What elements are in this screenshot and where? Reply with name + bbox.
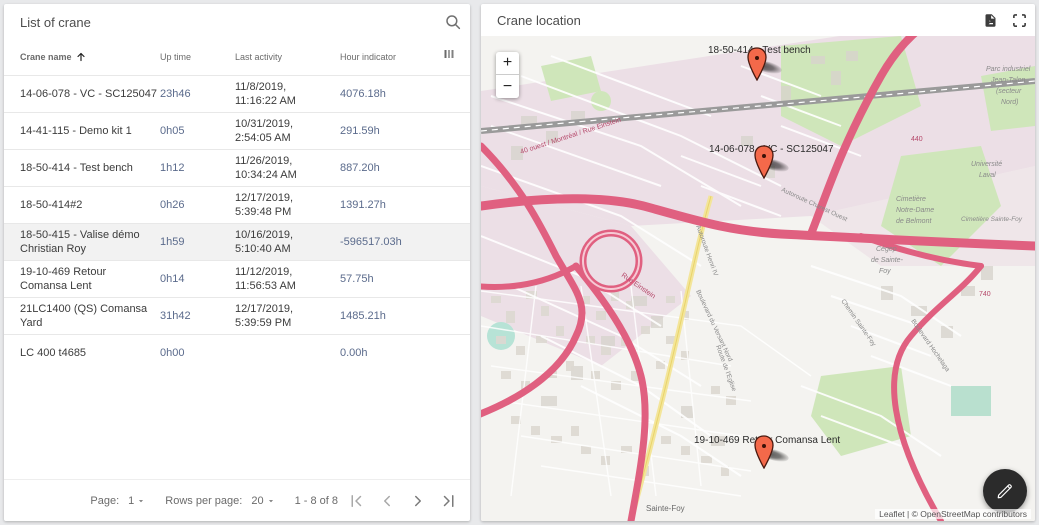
svg-text:Cimetière Sainte-Foy: Cimetière Sainte-Foy [961,216,1023,223]
svg-text:de Sainte-: de Sainte- [871,257,904,264]
svg-text:Notre-Dame: Notre-Dame [896,207,934,214]
svg-text:Jean-Talon: Jean-Talon [990,77,1025,84]
svg-text:Cimetière: Cimetière [896,196,926,203]
svg-text:Foy: Foy [879,268,891,275]
svg-text:740: 740 [979,291,991,298]
svg-text:Sainte-Foy: Sainte-Foy [646,504,685,513]
svg-text:440: 440 [911,136,923,143]
svg-text:Nord): Nord) [1001,99,1019,106]
svg-text:de Belmont: de Belmont [896,218,932,225]
svg-text:Laval: Laval [979,172,996,179]
svg-text:Parc industriel: Parc industriel [986,66,1031,73]
svg-text:Cégep: Cégep [876,246,897,253]
svg-text:(secteur: (secteur [996,88,1022,95]
svg-text:Université: Université [971,161,1002,168]
